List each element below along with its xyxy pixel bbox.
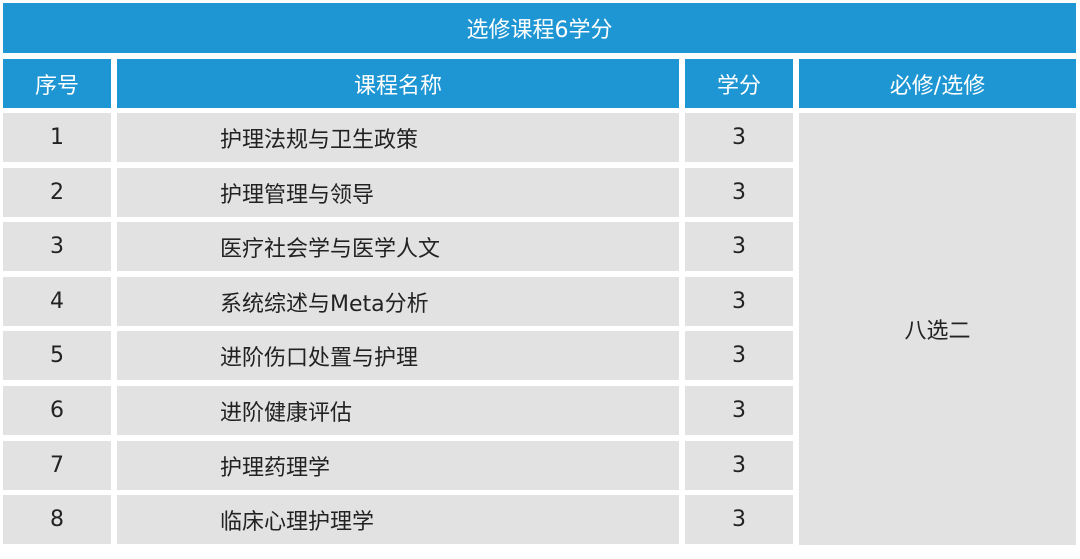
row-course-name: 护理法规与卫生政策: [117, 113, 679, 162]
row-credits: 3: [685, 441, 793, 490]
header-course-type: 必修/选修: [799, 59, 1076, 108]
row-credits: 3: [685, 331, 793, 380]
row-index: 5: [3, 331, 111, 380]
row-index: 6: [3, 386, 111, 435]
row-index: 8: [3, 495, 111, 544]
row-credits: 3: [685, 113, 793, 162]
row-index: 2: [3, 168, 111, 217]
row-credits: 3: [685, 222, 793, 271]
row-index: 7: [3, 441, 111, 490]
row-credits: 3: [685, 168, 793, 217]
header-index: 序号: [3, 59, 111, 108]
row-index: 4: [3, 277, 111, 326]
row-course-name: 系统综述与Meta分析: [117, 277, 679, 326]
row-course-name: 临床心理护理学: [117, 495, 679, 544]
row-course-name: 进阶伤口处置与护理: [117, 331, 679, 380]
row-index: 1: [3, 113, 111, 162]
row-course-name: 进阶健康评估: [117, 386, 679, 435]
row-course-name: 医疗社会学与医学人文: [117, 222, 679, 271]
row-index: 3: [3, 222, 111, 271]
header-credits: 学分: [685, 59, 793, 108]
course-type-merged-cell: 八选二: [799, 113, 1076, 545]
row-credits: 3: [685, 495, 793, 544]
table-title: 选修课程6学分: [3, 3, 1076, 53]
row-course-name: 护理管理与领导: [117, 168, 679, 217]
header-course-name: 课程名称: [117, 59, 679, 108]
row-credits: 3: [685, 386, 793, 435]
row-credits: 3: [685, 277, 793, 326]
row-course-name: 护理药理学: [117, 441, 679, 490]
